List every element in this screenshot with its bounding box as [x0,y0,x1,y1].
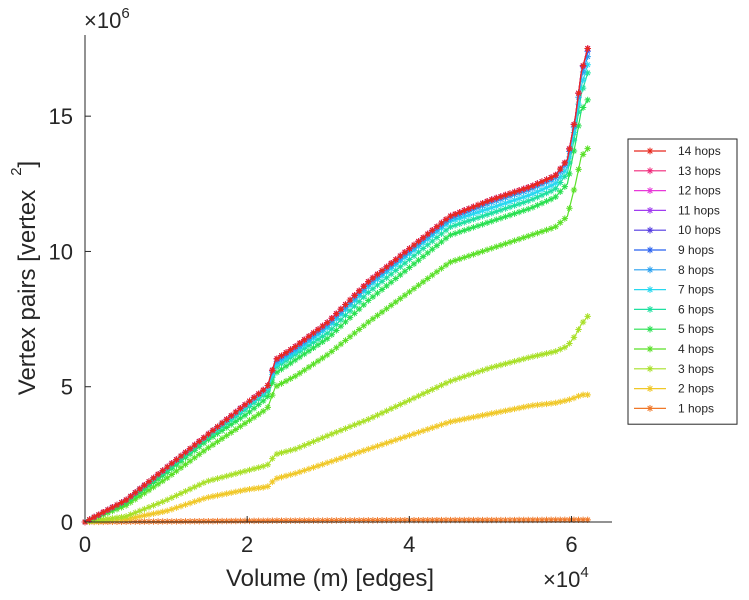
series-13-hops [81,45,591,526]
series-markers [81,61,591,526]
axes [84,35,612,523]
legend-label: 13 hops [678,164,721,178]
series-line [84,48,589,523]
series-line [84,48,589,523]
legend-label: 14 hops [678,144,721,158]
series-8-hops [81,53,591,526]
series-markers [81,53,591,526]
legend-item-5-hops: 5 hops [634,322,714,336]
x-exponent-label: ×104 [543,564,589,592]
series-9-hops [81,48,591,526]
series-markers [81,45,591,526]
series-markers [81,45,591,526]
series-line [84,72,589,523]
legend-item-8-hops: 8 hops [634,263,714,277]
legend-label: 7 hops [678,283,714,297]
series-line [84,48,589,523]
legend-item-13-hops: 13 hops [634,164,721,178]
series-markers [81,48,591,526]
legend-label: 10 hops [678,223,721,237]
series-10-hops [81,45,591,526]
legend: 14 hops 13 hops 12 hops 11 hops 10 hops 9 hop… [627,138,738,425]
series-line [84,56,589,523]
legend-label: 4 hops [678,342,714,356]
legend-box [627,138,738,425]
legend-marker [646,147,654,155]
legend-label: 3 hops [678,362,714,376]
y-tick-label: 5 [61,375,73,400]
series-markers [81,45,591,526]
legend-item-6-hops: 6 hops [634,302,714,316]
legend-marker [646,365,654,373]
y-exponent-label: ×106 [84,5,130,33]
series-line [84,148,589,523]
legend-item-1-hops: 1 hops [634,401,714,415]
series-line [84,48,589,523]
series-14-hops [81,45,591,526]
legend-item-2-hops: 2 hops [634,382,714,396]
x-tick-label: 0 [79,532,91,557]
y-axis-label-text: Vertex pairs [vertex2] [8,161,41,395]
legend-marker [646,306,654,313]
legend-item-9-hops: 9 hops [634,243,714,257]
x-tick-label: 2 [241,532,253,557]
series-line [84,64,589,523]
legend-item-14-hops: 14 hops [634,144,721,158]
x-tick-label: 6 [565,532,577,557]
legend-label: 9 hops [678,243,714,257]
legend-marker [646,167,654,175]
legend-marker [646,385,654,392]
y-tick-label: 0 [61,510,73,535]
legend-label: 12 hops [678,184,721,198]
plot-area [81,45,591,526]
legend-item-3-hops: 3 hops [634,362,714,376]
legend-marker [646,226,654,234]
ticks: 0 2 4 6 0 5 10 15 [49,104,578,557]
series-7-hops [81,61,591,526]
legend-item-7-hops: 7 hops [634,283,714,297]
legend-label: 6 hops [678,302,714,316]
legend-marker [646,325,654,333]
x-axis-label: Volume (m) [edges] [226,565,434,592]
legend-marker [646,405,654,412]
legend-marker [646,246,654,254]
series-line [84,48,589,523]
legend-label: 2 hops [678,382,714,396]
series-1-hops [81,516,591,526]
series-markers [81,516,591,526]
series-line [84,51,589,523]
legend-label: 11 hops [678,203,720,217]
series-markers [81,45,591,526]
series-12-hops [81,45,591,526]
legend-label: 1 hops [678,401,714,415]
series-11-hops [81,45,591,526]
legend-marker [646,286,654,293]
legend-marker [646,187,654,194]
y-tick-label: 15 [49,104,73,129]
y-tick-label: 10 [49,239,73,264]
legend-item-12-hops: 12 hops [634,184,721,198]
legend-marker [646,345,654,353]
x-tick-label: 4 [403,532,415,557]
legend-label: 8 hops [678,263,714,277]
legend-item-4-hops: 4 hops [634,342,714,356]
y-axis-label: Vertex pairs [vertex2] [8,161,41,395]
series-markers [81,45,591,526]
legend-label: 5 hops [678,322,714,336]
legend-marker [646,266,654,274]
legend-item-11-hops: 11 hops [634,203,720,217]
legend-item-10-hops: 10 hops [634,223,721,237]
legend-marker [646,207,654,214]
